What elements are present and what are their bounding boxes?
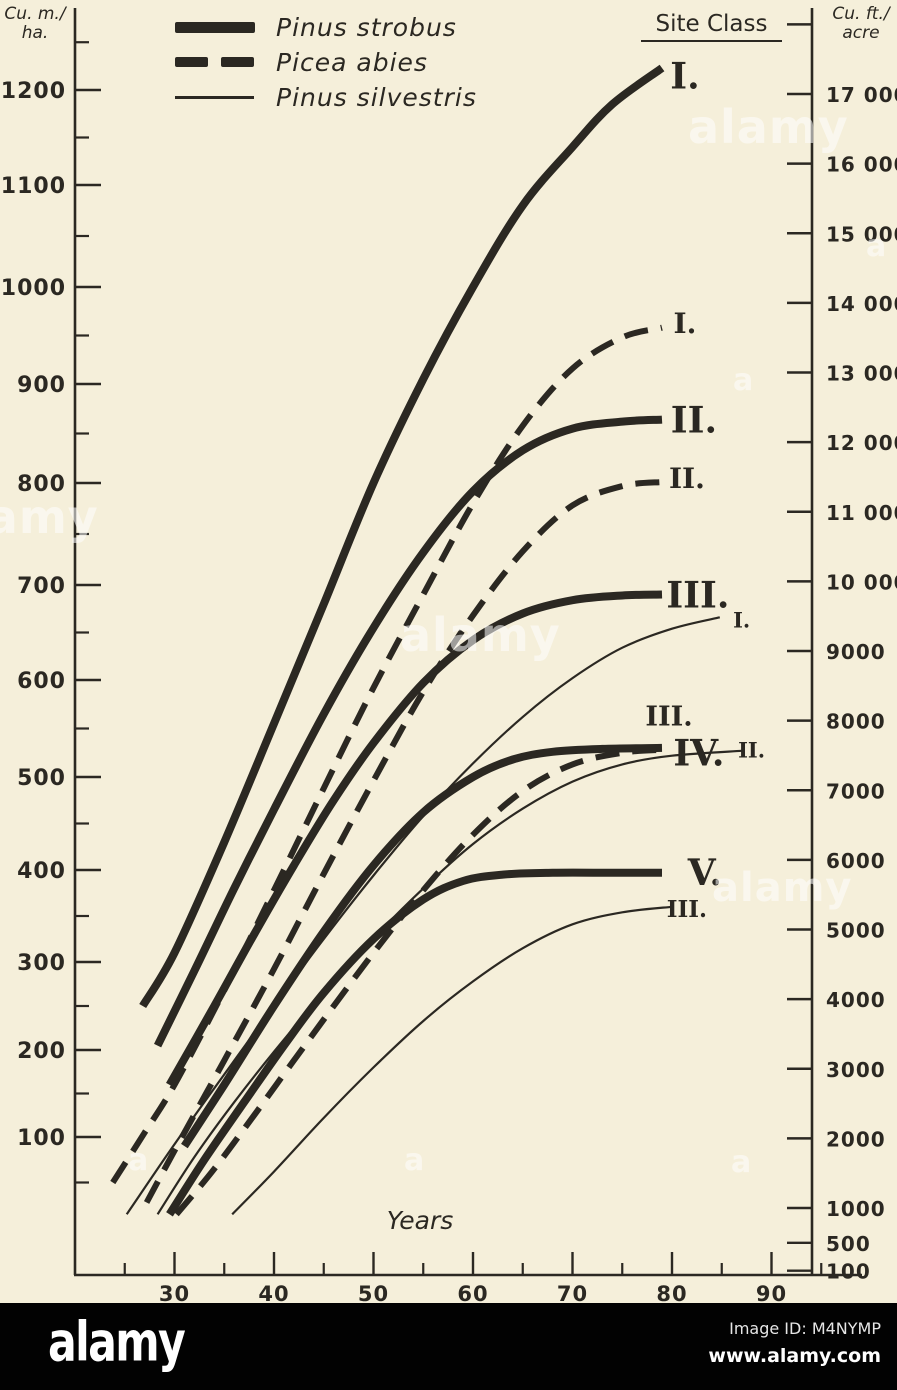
legend-swatch-thick-line <box>175 21 255 33</box>
chart-svg: 100 200 300 400 500 600 700 800 900 1000 1100 1200 1… <box>1 8 897 1302</box>
y-axis-left-title-line2: ha. <box>21 23 49 43</box>
y-axis-left-title: Cu. m./ ha. <box>2 5 68 43</box>
legend-label: Pinus silvestris <box>276 82 477 112</box>
site-class-label-picea-abies-site-i: I. <box>674 307 697 340</box>
site-class-label-pinus-strobus-site-i: I. <box>670 56 699 98</box>
stock-photo-footer-bar: alamy Image ID: M4NYMP www.alamy.com <box>0 1303 897 1390</box>
site-url-text: www.alamy.com <box>708 1345 881 1367</box>
thin-line-icon <box>175 95 254 99</box>
y-right-tick-label: 14 000 <box>826 292 897 316</box>
footer-right-block: Image ID: M4NYMP www.alamy.com <box>708 1319 881 1367</box>
y-left-tick-label: 1200 <box>1 79 66 104</box>
legend-label: Picea abies <box>276 47 428 77</box>
x-axis-title: Years <box>386 1206 454 1235</box>
y-right-tick-label: 11 000 <box>826 501 897 525</box>
site-class-label-pinus-strobus-site-iv: IV. <box>673 733 724 775</box>
series-curve-picea-abies-site-ii <box>143 479 663 1204</box>
y-right-tick-label: 12 000 <box>826 431 897 455</box>
y-right-tick-label: 13 000 <box>826 362 897 386</box>
x-tick-label: 70 <box>557 1282 588 1302</box>
y-right-tick-label: 500 <box>826 1232 871 1256</box>
image-id-text: Image ID: M4NYMP <box>729 1319 881 1338</box>
y-right-tick-label: 2000 <box>826 1127 886 1151</box>
y-axis-right-title: Cu. ft./ acre <box>827 5 895 43</box>
y-right-tick-label: 1000 <box>826 1197 886 1221</box>
series-curve-pinus-silvestris-site-i <box>125 616 721 1215</box>
series-curve-pinus-silvestris-site-iii <box>231 905 673 1216</box>
y-right-tick-label: 15 000 <box>826 222 897 246</box>
site-class-label-pinus-silvestris-site-ii: II. <box>738 737 765 762</box>
x-tick-label: 60 <box>457 1282 488 1302</box>
site-class-label-picea-abies-site-ii: II. <box>669 462 705 495</box>
y-right-tick-label: 9000 <box>826 640 886 664</box>
y-left-tick-label: 700 <box>17 574 66 599</box>
y-right-tick-label: 3000 <box>826 1058 886 1082</box>
site-class-label-pinus-strobus-site-iii: III. <box>666 574 729 616</box>
y-right-tick-label: 7000 <box>826 779 886 803</box>
x-tick-label: 90 <box>756 1282 787 1302</box>
series-curve-pinus-silvestris-site-ii <box>156 749 742 1215</box>
x-tick-label: 40 <box>258 1282 289 1302</box>
series-curve-pinus-strobus-site-i <box>139 64 665 1009</box>
y-right-tick-label: 16 000 <box>826 153 897 177</box>
y-left-tick-label: 500 <box>17 766 66 791</box>
alamy-logo: alamy <box>48 1311 186 1374</box>
y-left-tick-label: 1000 <box>1 276 66 301</box>
legend-item-pinus-strobus: Pinus strobus <box>175 13 457 42</box>
dash-gap <box>208 57 221 67</box>
site-class-label-pinus-strobus-site-v: V. <box>687 852 722 894</box>
y-left-tick-label: 600 <box>17 669 66 694</box>
chart-area: 100 200 300 400 500 600 700 800 900 1000 1100 1200 1… <box>0 5 897 1303</box>
site-class-title: Site Class <box>641 11 782 42</box>
site-class-label-picea-abies-site-iii: III. <box>645 702 692 733</box>
series-curve-picea-abies-site-iii <box>174 746 663 1217</box>
legend-swatch-dashed-line <box>175 57 255 67</box>
y-left-tick-label: 1100 <box>1 174 66 199</box>
y-right-tick-label: 5000 <box>826 919 886 943</box>
y-axis-right-title-line1: Cu. ft./ <box>832 4 890 24</box>
legend-swatch-thin-line <box>175 95 255 99</box>
site-class-label-pinus-silvestris-site-i: I. <box>733 608 750 633</box>
dashed-line-icon <box>175 57 208 67</box>
y-right-tick-label: 4000 <box>826 988 886 1012</box>
x-tick-label: 50 <box>358 1282 389 1302</box>
y-left-tick-label: 300 <box>17 951 66 976</box>
thick-line-icon <box>175 21 255 33</box>
dashed-line-icon <box>221 57 254 67</box>
y-axis-right-title-line2: acre <box>842 23 880 43</box>
x-tick-label: 30 <box>159 1282 190 1302</box>
y-left-tick-label: 200 <box>17 1039 66 1064</box>
y-left-tick-label: 400 <box>17 859 66 884</box>
legend-item-pinus-silvestris: Pinus silvestris <box>175 83 477 112</box>
y-axis-left-title-line1: Cu. m./ <box>4 4 66 24</box>
y-right-tick-label: 17 000 <box>826 83 897 107</box>
series-curve-pinus-strobus-site-ii <box>154 415 663 1048</box>
y-left-tick-label: 800 <box>17 472 66 497</box>
legend-item-picea-abies: Picea abies <box>175 48 428 77</box>
x-tick-label: 80 <box>656 1282 687 1302</box>
y-left-tick-label: 900 <box>17 373 66 398</box>
y-right-tick-label: 8000 <box>826 710 886 734</box>
site-class-label-pinus-silvestris-site-iii: III. <box>667 896 707 923</box>
series-curve-pinus-strobus-site-v <box>166 868 662 1217</box>
y-left-tick-label: 100 <box>17 1126 66 1151</box>
y-right-tick-label: 100 <box>826 1260 871 1284</box>
legend-label: Pinus strobus <box>276 12 457 42</box>
site-class-label-pinus-strobus-site-ii: II. <box>671 400 717 442</box>
y-right-tick-label: 10 000 <box>826 570 897 594</box>
series-curve-pinus-strobus-site-iv <box>181 743 663 1149</box>
y-right-tick-label: 6000 <box>826 849 886 873</box>
